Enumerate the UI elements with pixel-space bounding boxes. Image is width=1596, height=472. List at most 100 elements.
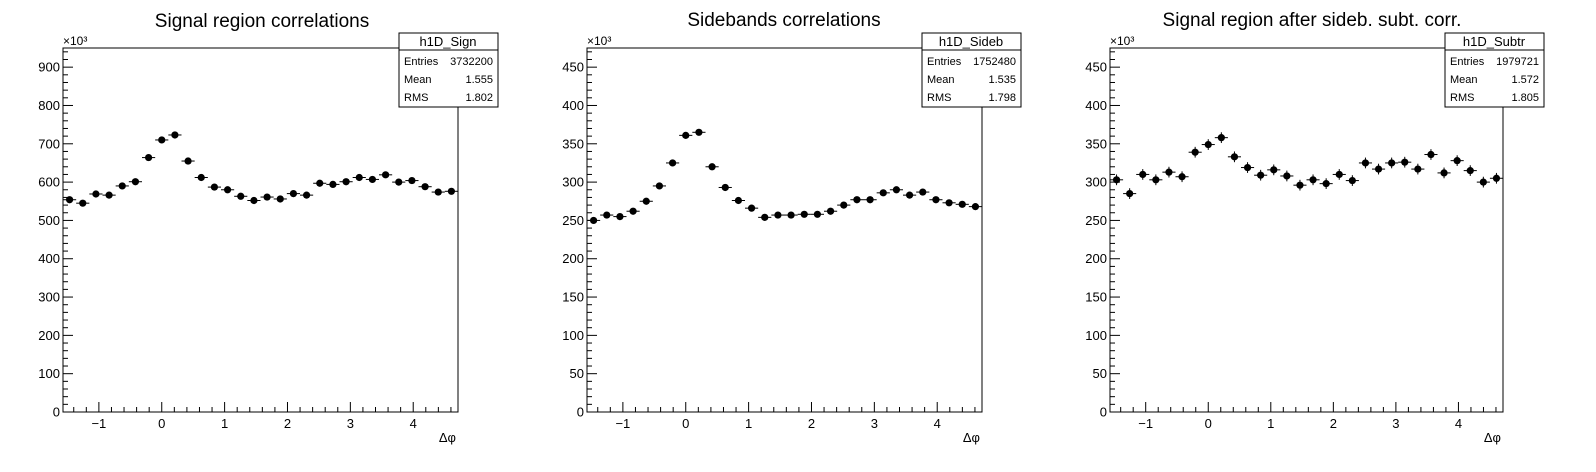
data-point [945,199,953,207]
stats-hist-name: h1D_Sign [419,34,476,49]
panel-signal-region: Signal region correlations ×10³ Δφ h1D_S… [38,11,499,445]
y-tick-label: 400 [562,98,584,113]
y-tick-label: 700 [38,136,60,151]
chart-title: Sidebands correlations [687,10,880,31]
data-point [734,196,743,205]
data-point [932,196,940,204]
y-tick-label: 200 [1085,251,1107,266]
data-point [1204,140,1212,149]
stats-mean-value: 1.555 [465,74,493,86]
stats-mean-label: Mean [927,74,955,86]
data-point [342,178,350,186]
data-point [1152,176,1160,184]
y-multiplier-label: ×10³ [63,34,87,48]
x-tick-label: 0 [682,416,689,431]
data-point [223,186,232,194]
stats-entries-label: Entries [404,56,439,68]
y-tick-label: 0 [1100,405,1107,420]
data-point [1139,170,1147,179]
data-point [1374,165,1383,173]
data-point [774,211,782,219]
stats-hist-name: h1D_Sideb [939,34,1003,49]
y-tick-label: 0 [577,405,584,420]
stats-box-frame [1444,32,1545,108]
x-tick-label: −1 [1138,416,1153,431]
stats-rms-label: RMS [404,92,428,104]
stats-box-frame [921,32,1022,108]
y-tick-label: 100 [38,366,60,381]
data-point [92,190,100,198]
stats-box: h1D_Sideb Entries 1752480 Mean 1.535 RMS… [921,32,1022,108]
x-axis-label: Δφ [439,430,456,445]
x-tick-label: 1 [745,416,752,431]
data-point [866,196,874,204]
data-point [1335,170,1343,179]
x-tick-label: 0 [1205,416,1212,431]
x-tick-label: 3 [347,416,354,431]
data-point [105,191,113,199]
stats-rms-value: 1.805 [1511,92,1539,104]
data-point [197,173,205,182]
y-tick-label: 400 [1085,98,1107,113]
data-point [1492,174,1501,182]
data-point [1361,159,1370,167]
data-point [1230,153,1239,161]
y-tick-label: 300 [38,290,60,305]
data-point [958,200,966,208]
x-tick-label: 4 [1455,416,1462,431]
data-point [1126,190,1134,198]
data-point [276,195,284,203]
data-point [1427,150,1435,159]
data-point [1453,157,1461,165]
data-point [237,192,245,200]
data-point [1112,176,1121,184]
stats-entries-value: 3732200 [450,56,493,68]
y-tick-label: 300 [562,175,584,190]
plot-frame [586,47,983,413]
x-tick-label: 0 [158,416,165,431]
data-point [761,213,769,221]
stats-entries-label: Entries [927,56,962,68]
data-points [586,128,983,225]
data-point [1414,165,1422,173]
data-point [368,175,377,184]
data-point [1296,181,1304,189]
x-tick-label: 4 [934,416,941,431]
x-tick-label: 3 [1392,416,1399,431]
y-tick-label: 50 [570,366,584,381]
y-tick-label: 50 [1093,366,1107,381]
data-point [1309,176,1317,184]
data-point [355,173,363,182]
data-point [1283,172,1291,180]
data-point [329,180,337,189]
y-multiplier-label: ×10³ [587,34,611,48]
data-point [1257,171,1265,179]
data-point [616,212,624,221]
x-tick-label: 2 [284,416,291,431]
data-point [840,201,848,209]
data-point [131,178,140,186]
axes: −1 0 1 2 3 4 0 100 200 300 400 500 600 700 800 900 [38,51,452,431]
stats-rms-label: RMS [927,92,951,104]
y-tick-label: 500 [38,213,60,228]
x-tick-label: −1 [615,416,630,431]
axes: −1 0 1 2 3 4 0 50 100 150 200 250 300 350 400 450 [562,51,976,431]
data-point [695,128,703,136]
data-points [62,131,459,207]
data-point [316,179,324,187]
stats-entries-value: 1979721 [1496,56,1539,68]
data-point [144,153,153,162]
data-point [263,193,271,201]
stats-box: h1D_Sign Entries 3732200 Mean 1.555 RMS … [398,32,499,108]
data-point [1401,158,1409,166]
data-point [171,131,179,139]
y-tick-label: 350 [562,136,584,151]
stats-entries-value: 1752480 [973,56,1016,68]
data-point [158,136,166,144]
y-tick-label: 250 [562,213,584,228]
data-point [721,183,729,192]
data-point [408,176,416,185]
data-point [1322,180,1330,188]
